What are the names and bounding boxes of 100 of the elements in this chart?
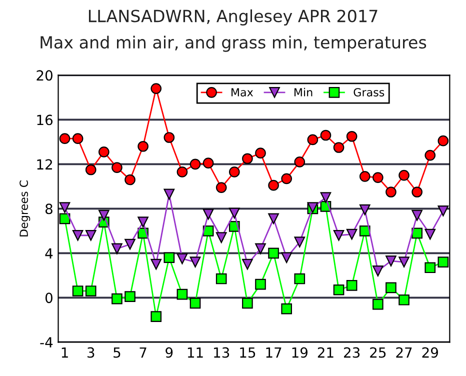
point	[398, 256, 410, 268]
point	[268, 213, 279, 224]
x-tick-label: 3	[88, 347, 94, 358]
x-tick-label: 21	[318, 347, 334, 358]
y-tick-label: 16	[37, 114, 53, 126]
point	[386, 186, 396, 198]
point	[372, 172, 384, 183]
point	[228, 166, 240, 178]
point	[255, 243, 266, 254]
point	[372, 298, 384, 310]
point	[359, 204, 370, 216]
point	[164, 252, 175, 264]
y-axis-title: Degrees C	[20, 180, 30, 236]
point	[359, 171, 370, 182]
point	[268, 180, 279, 191]
point	[268, 248, 279, 259]
point	[98, 146, 110, 158]
point	[438, 205, 449, 216]
point	[150, 83, 162, 94]
point	[307, 134, 318, 146]
point	[242, 298, 253, 309]
y-tick-label: -4	[40, 337, 53, 348]
point	[346, 228, 358, 240]
x-tick-label: 23	[344, 347, 360, 358]
point	[228, 208, 240, 219]
x-tick-label: 13	[214, 347, 230, 358]
point	[255, 148, 266, 158]
point	[320, 130, 332, 141]
point	[59, 202, 70, 213]
x-tick-label: 19	[292, 347, 308, 358]
point	[176, 253, 188, 264]
point	[72, 230, 84, 241]
point	[216, 273, 227, 284]
point	[438, 135, 449, 146]
point	[386, 282, 396, 294]
x-tick-label: 7	[140, 347, 146, 358]
point	[294, 273, 306, 284]
point	[85, 286, 96, 296]
x-tick-label: 29	[422, 347, 438, 358]
point	[190, 158, 201, 170]
x-tick-label: 5	[114, 347, 120, 358]
y-tick-label: 12	[37, 159, 52, 170]
point	[112, 162, 122, 173]
x-tick-label: 1	[62, 347, 68, 358]
point	[333, 142, 344, 153]
point	[85, 164, 96, 176]
point	[398, 294, 410, 306]
point	[124, 174, 136, 186]
x-tick-label: 11	[188, 347, 203, 358]
point	[112, 243, 122, 254]
point	[112, 293, 122, 304]
y-tick-label: 0	[45, 292, 52, 304]
point	[150, 258, 162, 270]
point	[190, 256, 201, 268]
x-tick-label: 15	[240, 347, 256, 358]
point	[438, 256, 449, 268]
y-tick-label: 4	[45, 248, 53, 258]
point	[202, 158, 214, 168]
point	[150, 311, 162, 322]
legend-label: Grass	[354, 88, 384, 96]
point	[333, 284, 344, 296]
point	[164, 188, 175, 200]
point	[138, 216, 148, 228]
x-tick-label: 9	[166, 347, 173, 358]
y-tick-label: 20	[36, 70, 52, 81]
point	[294, 236, 306, 248]
point	[424, 150, 436, 161]
point	[59, 133, 70, 144]
point	[72, 133, 84, 144]
point	[98, 210, 110, 221]
point	[398, 170, 410, 181]
point	[124, 291, 136, 302]
point	[176, 288, 188, 300]
point	[72, 286, 84, 296]
point	[294, 156, 306, 168]
point	[190, 298, 201, 309]
point	[242, 153, 253, 164]
point	[333, 230, 344, 241]
point	[412, 228, 422, 239]
point	[386, 256, 396, 266]
x-tick-label: 27	[396, 347, 412, 358]
point	[164, 132, 175, 143]
point	[424, 228, 436, 240]
point	[281, 303, 292, 314]
point	[424, 262, 436, 274]
legend-label: Min	[294, 88, 312, 96]
point	[255, 278, 266, 290]
x-tick-label: 17	[266, 347, 282, 358]
point	[412, 186, 422, 198]
y-tick-label: 8	[45, 204, 52, 214]
point	[346, 130, 358, 142]
point	[176, 166, 188, 178]
point	[242, 258, 253, 270]
chart-subtitle: Max and min air, and grass min, temperatures	[40, 36, 426, 52]
point	[412, 210, 422, 221]
point	[346, 280, 358, 291]
chart-title: LLANSADWRN, Anglesey APR 2017	[88, 9, 378, 26]
point	[202, 208, 214, 220]
x-tick-label: 25	[370, 347, 386, 358]
point	[216, 182, 227, 193]
